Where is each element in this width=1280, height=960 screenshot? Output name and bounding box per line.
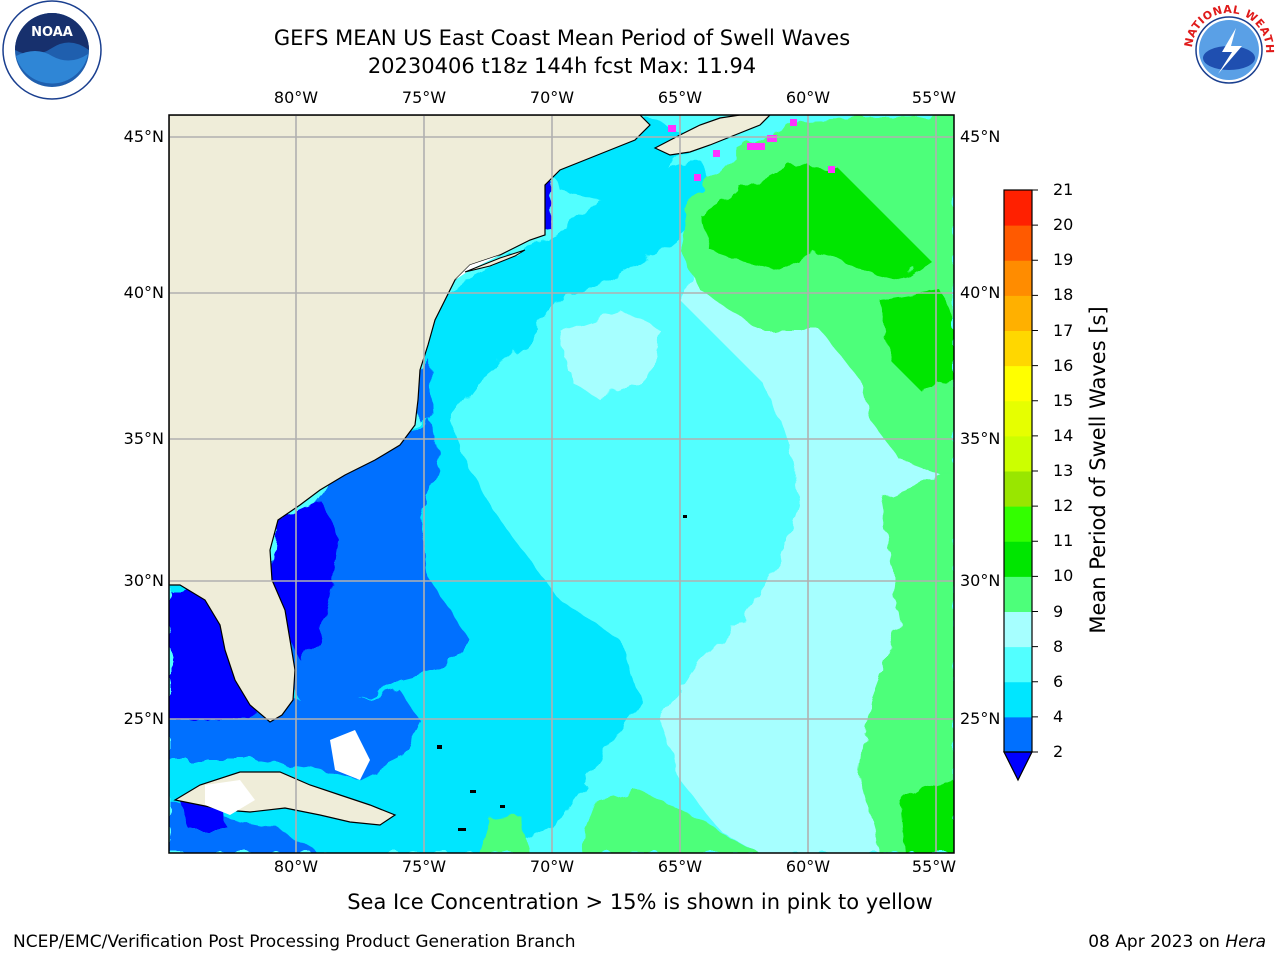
colorbar-segment [1004,471,1032,507]
lon-tick-bottom: 65°W [657,857,703,876]
map-frame [168,114,955,854]
lon-tick-bottom: 75°W [401,857,447,876]
colorbar-tick-label: 9 [1053,601,1064,621]
footer-date-text: 08 Apr 2023 on [1088,932,1226,952]
lon-tick-bottom: 70°W [529,857,575,876]
colorbar-segment [1004,400,1032,437]
noaa-logo: NOAA [2,0,102,100]
chart-subtitle: 20230406 t18z 144h fcst Max: 11.94 [367,54,757,78]
lon-tick-bottom: 55°W [911,857,957,876]
footer-date: 08 Apr 2023 on Hera [1088,932,1266,952]
colorbar-tick-label: 19 [1053,250,1074,270]
ocean-field [169,115,954,853]
colorbar-tick-label: 4 [1053,706,1064,726]
colorbar-tick-label: 15 [1053,390,1074,410]
lat-tick-right: 40°N [960,283,1001,302]
colorbar-tick-label: 21 [1053,180,1074,199]
lon-tick-bottom: 60°W [785,857,831,876]
footer-credit: NCEP/EMC/Verification Post Processing Pr… [13,932,576,952]
colorbar-segment [1004,576,1032,612]
colorbar-tick-label: 12 [1053,496,1074,516]
lon-tick-top: 55°W [911,88,957,107]
nws-logo: NATIONAL WEATHER SERVICE [1178,0,1277,98]
lon-tick-top: 75°W [401,88,447,107]
colorbar-tick-label: 17 [1053,320,1074,340]
lon-tick-bottom: 80°W [273,857,319,876]
lat-tick-right: 25°N [960,709,1001,728]
lon-tick-top: 80°W [273,88,319,107]
nova-scotia-land [653,115,771,156]
colorbar-segment [1004,260,1032,296]
colorbar-tick-label: 8 [1053,636,1064,656]
footer-machine: Hera [1225,932,1266,952]
lat-tick-left: 40°N [123,283,164,302]
lat-tick-left: 35°N [123,429,164,448]
colorbar-label: Mean Period of Swell Waves [s] [1086,306,1110,634]
colorbar-under-arrow [1003,751,1033,782]
lat-tick-left: 25°N [123,709,164,728]
colorbar-segment [1004,435,1032,472]
colorbar-segment [1004,365,1032,402]
colorbar-segment [1004,541,1032,577]
colorbar-segment [1004,646,1032,683]
colorbar-tick-label: 2 [1053,742,1064,761]
colorbar-segment [1004,225,1032,261]
lat-tick-right: 45°N [960,127,1001,146]
colorbar-segment [1004,330,1032,367]
colorbar-tick-label: 16 [1053,355,1074,375]
lon-tick-top: 65°W [657,88,703,107]
colorbar-tick-label: 10 [1053,566,1074,586]
sea-ice-markers [668,119,835,181]
lon-tick-top: 70°W [529,88,575,107]
colorbar-segment [1004,681,1032,718]
colorbar-segment [1004,295,1032,331]
colorbar-tick-label: 11 [1053,531,1074,551]
lat-tick-left: 45°N [123,127,164,146]
lat-tick-right: 35°N [960,429,1001,448]
sea-ice-note: Sea Ice Concentration > 15% is shown in … [347,890,933,914]
lat-tick-left: 30°N [123,571,164,590]
lon-tick-top: 60°W [785,88,831,107]
lat-tick-right: 30°N [960,571,1001,590]
north-america-land [169,115,651,723]
graticule [169,115,954,853]
colorbar-segment [1004,716,1032,753]
svg-text:NOAA: NOAA [31,25,73,40]
colorbar-segment [1004,611,1032,648]
chart-title: GEFS MEAN US East Coast Mean Period of S… [273,26,851,50]
colorbar-tick-label: 20 [1053,215,1074,235]
colorbar-segment [1004,190,1032,226]
colorbar-segment [1004,506,1032,542]
colorbar-tick-label: 14 [1053,425,1074,445]
colorbar-tick-label: 13 [1053,461,1074,480]
colorbar [1003,189,1038,782]
colorbar-tick-label: 6 [1053,671,1064,691]
colorbar-tick-label: 18 [1053,285,1074,305]
